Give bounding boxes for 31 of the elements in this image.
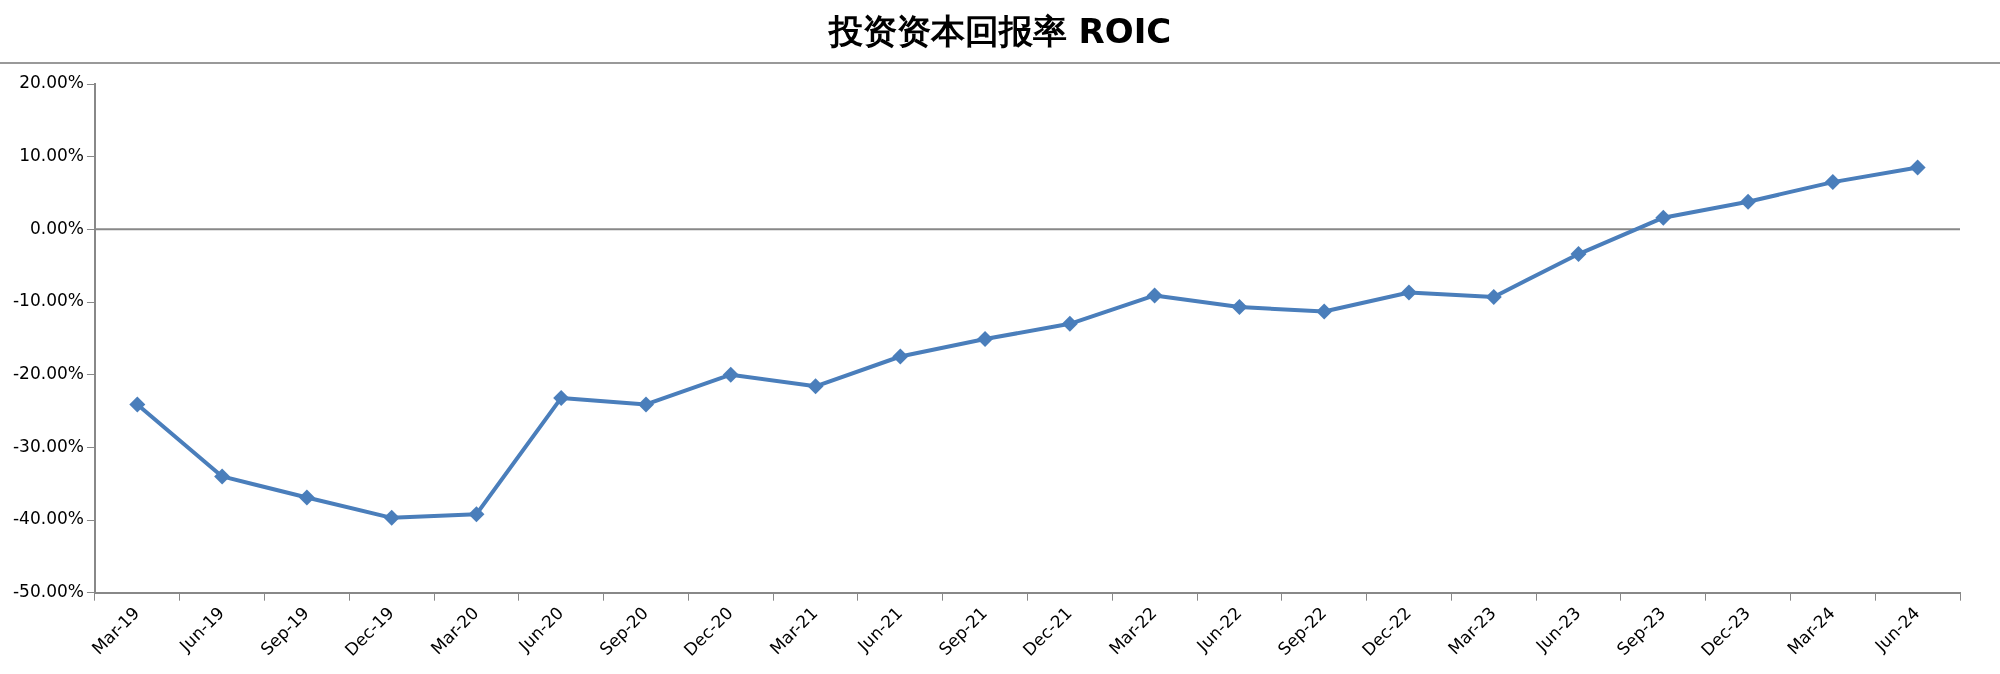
point bbox=[553, 389, 570, 406]
y-tick-label: 10.00% bbox=[19, 145, 84, 166]
point bbox=[298, 489, 315, 506]
y-tick-label: 20.00% bbox=[19, 72, 84, 93]
point bbox=[1316, 303, 1333, 320]
y-tick-label: -40.00% bbox=[12, 508, 84, 529]
point bbox=[892, 348, 909, 365]
y-tick-label: -30.00% bbox=[12, 435, 84, 456]
point bbox=[383, 509, 400, 526]
y-tick-label: -10.00% bbox=[12, 290, 84, 311]
y-tick-label: 0.00% bbox=[29, 217, 84, 238]
point bbox=[1231, 299, 1248, 316]
point bbox=[1146, 287, 1163, 304]
point bbox=[637, 396, 654, 413]
y-tick-label: -20.00% bbox=[12, 363, 84, 384]
point bbox=[1570, 246, 1587, 263]
point bbox=[1061, 315, 1078, 332]
point bbox=[1655, 209, 1672, 226]
y-tick-label: -50.00% bbox=[12, 581, 84, 602]
chart-title: 投资资本回报率 ROIC bbox=[0, 0, 2000, 64]
point bbox=[1740, 193, 1757, 210]
point bbox=[468, 506, 485, 523]
point bbox=[1485, 288, 1502, 305]
point bbox=[1824, 174, 1841, 191]
point bbox=[129, 396, 146, 413]
point bbox=[722, 366, 739, 383]
point bbox=[807, 378, 824, 395]
point bbox=[1400, 284, 1417, 301]
point bbox=[1909, 159, 1926, 176]
point bbox=[977, 331, 994, 348]
point bbox=[214, 468, 231, 485]
